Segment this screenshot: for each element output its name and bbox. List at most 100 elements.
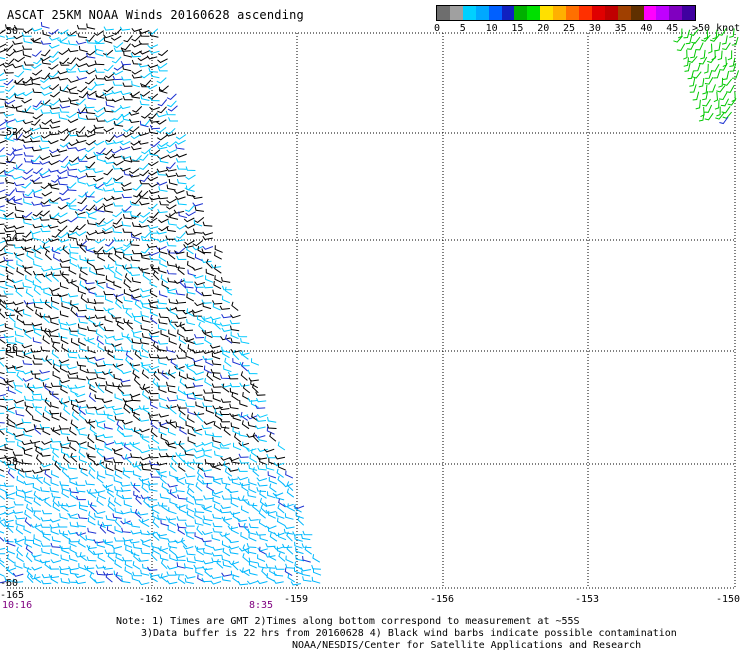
- wind-barb: [48, 44, 60, 49]
- wind-barb: [63, 405, 71, 415]
- wind-barb: [179, 321, 187, 332]
- wind-barb: [286, 481, 294, 491]
- wind-barb: [175, 134, 187, 140]
- wind-barb: [0, 468, 5, 472]
- wind-barb: [194, 511, 203, 520]
- wind-barb: [717, 50, 723, 61]
- wind-barb: [16, 475, 25, 484]
- wind-barb: [6, 148, 17, 156]
- wind-barb: [165, 173, 176, 178]
- wind-barb: [166, 580, 178, 585]
- wind-barb: [266, 426, 275, 435]
- wind-barb: [275, 493, 285, 501]
- wind-barb: [114, 346, 124, 352]
- wind-barb: [86, 52, 96, 59]
- wind-barb: [41, 119, 52, 125]
- wind-barb: [88, 213, 97, 220]
- wind-barb: [238, 431, 248, 438]
- wind-barb: [61, 343, 69, 353]
- wind-barb: [25, 552, 33, 563]
- wind-barb: [5, 240, 16, 246]
- wind-barb: [70, 452, 78, 463]
- wind-barb: [230, 331, 239, 340]
- wind-barb: [130, 428, 142, 433]
- wind-barb: [93, 107, 105, 113]
- wind-barb: [12, 572, 24, 577]
- wind-barb: [129, 126, 140, 133]
- wind-barb: [33, 57, 43, 65]
- wind-barb: [229, 387, 239, 395]
- wind-barb: [300, 567, 311, 572]
- wind-barb: [75, 132, 87, 137]
- wind-barb: [165, 167, 177, 172]
- wind-barb: [0, 428, 6, 431]
- wind-barb: [186, 488, 194, 499]
- wind-barb: [219, 443, 230, 449]
- legend-label: 10: [485, 23, 498, 34]
- wind-barb: [14, 213, 25, 219]
- wind-barb: [719, 116, 729, 125]
- wind-barb: [33, 511, 41, 521]
- wind-barb: [32, 113, 43, 120]
- wind-barb: [294, 504, 302, 513]
- wind-barb: [5, 427, 14, 436]
- wind-barb: [2, 396, 14, 401]
- wind-barb: [59, 38, 69, 45]
- wind-barb: [161, 280, 170, 290]
- wind-barb: [40, 109, 51, 114]
- wind-barb: [0, 175, 7, 177]
- wind-barb: [146, 243, 158, 249]
- wind-barb: [139, 433, 150, 438]
- wind-barb: [59, 86, 69, 93]
- wind-barb: [78, 443, 88, 450]
- wind-barb: [247, 491, 257, 498]
- wind-barb: [220, 456, 231, 461]
- wind-barb: [104, 549, 115, 554]
- wind-barb: [221, 575, 231, 582]
- wind-barb: [61, 503, 69, 513]
- wind-barb: [140, 174, 150, 182]
- wind-barb: [246, 543, 257, 548]
- wind-barb: [205, 268, 214, 277]
- wind-barb: [67, 216, 78, 223]
- wind-barb: [141, 267, 151, 275]
- wind-barb: [178, 462, 186, 472]
- wind-barb: [114, 559, 122, 569]
- wind-barb: [132, 543, 143, 550]
- wind-barb: [256, 580, 268, 585]
- wind-barb: [40, 183, 51, 190]
- wind-barb: [269, 432, 277, 442]
- wind-barb: [24, 401, 34, 409]
- wind-barb: [50, 183, 60, 190]
- wind-barb: [221, 383, 232, 388]
- wind-barb: [65, 321, 77, 326]
- wind-barb: [23, 562, 32, 571]
- wind-barb: [107, 264, 115, 274]
- wind-barb: [287, 573, 295, 583]
- wind-barb: [5, 348, 16, 353]
- wind-barb: [130, 232, 140, 240]
- wind-barb: [78, 45, 88, 53]
- wind-barb: [186, 461, 195, 470]
- wind-barb: [42, 243, 50, 253]
- wind-barb: [121, 193, 132, 199]
- wind-barb: [156, 181, 168, 186]
- wind-barb: [212, 496, 221, 505]
- wind-barb: [23, 480, 34, 486]
- wind-barb: [192, 496, 203, 501]
- wind-barb: [40, 346, 50, 352]
- wind-barb: [78, 455, 88, 464]
- wind-barb: [97, 553, 106, 563]
- wind-barb: [22, 282, 32, 289]
- wind-barb: [12, 578, 24, 583]
- wind-barb: [79, 280, 87, 290]
- wind-barb: [32, 324, 42, 331]
- wind-barb: [297, 515, 305, 526]
- wind-barb: [167, 538, 178, 543]
- wind-barb: [113, 548, 122, 556]
- wind-barb: [149, 255, 159, 261]
- wind-barb: [689, 28, 699, 36]
- wind-barb: [720, 98, 730, 107]
- wind-barb: [121, 455, 132, 460]
